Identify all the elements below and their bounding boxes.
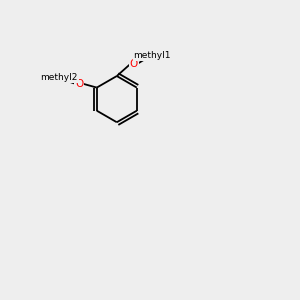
Text: O: O: [75, 79, 83, 89]
Text: methyl2: methyl2: [40, 73, 78, 82]
Text: O: O: [130, 59, 138, 69]
Text: methyl1: methyl1: [134, 51, 171, 60]
